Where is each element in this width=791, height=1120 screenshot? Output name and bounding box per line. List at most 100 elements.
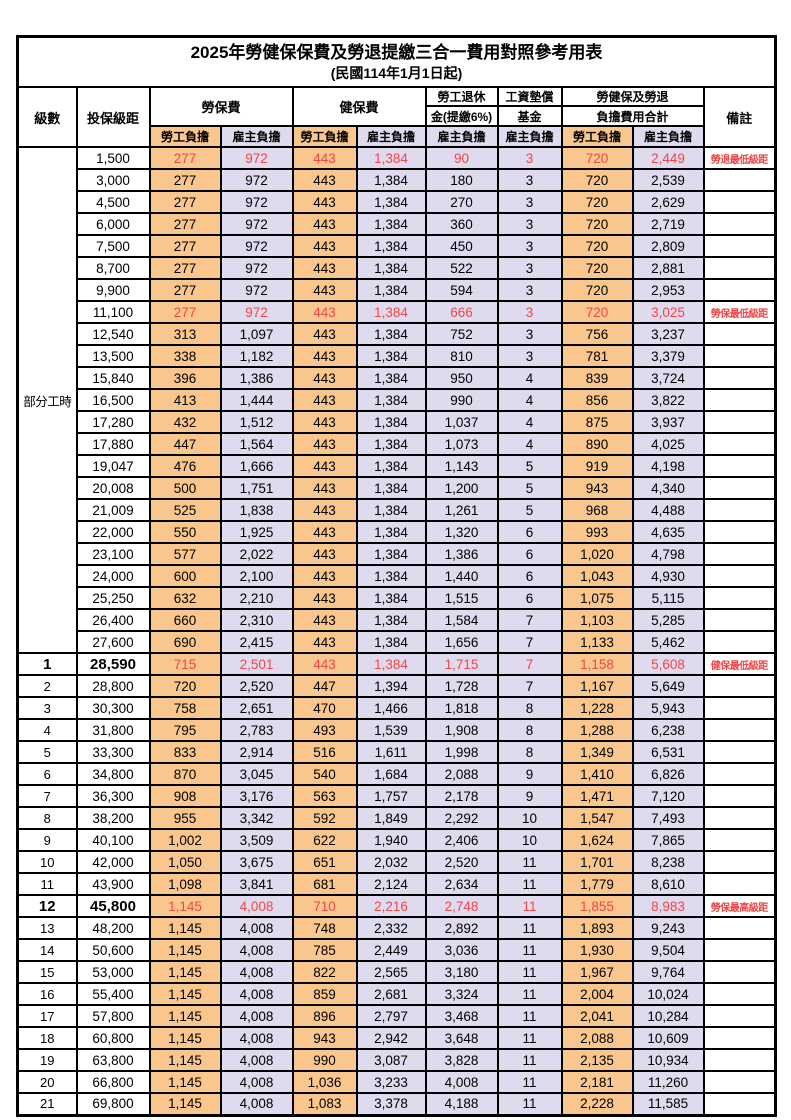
value-cell: 5 <box>496 476 563 500</box>
value-cell: 2,228 <box>560 1092 634 1116</box>
value-cell: 972 <box>219 234 294 258</box>
level-cell: 13 <box>16 916 78 940</box>
page-subtitle: (民國114年1月1日起) <box>330 65 463 82</box>
value-cell: 9,243 <box>631 916 705 940</box>
bracket-cell: 48,200 <box>75 916 151 940</box>
value-cell: 2,041 <box>560 1004 634 1028</box>
level-cell: 8 <box>16 806 78 830</box>
bracket-cell: 3,000 <box>75 168 151 192</box>
remark-cell <box>702 586 777 610</box>
level-cell: 17 <box>16 1004 78 1028</box>
value-cell: 1,925 <box>219 520 294 544</box>
value-cell: 5 <box>496 498 563 522</box>
value-cell: 3,025 <box>631 300 705 324</box>
table-row: 25,250 632 2,210 443 1,384 1,515 6 1,075 5,115 <box>18 586 777 610</box>
remark-cell <box>702 806 777 830</box>
value-cell: 525 <box>148 498 222 522</box>
remark-cell <box>702 344 777 368</box>
value-cell: 11 <box>496 938 563 962</box>
remark-cell <box>702 168 777 192</box>
table-row: 14 50,600 1,145 4,008 785 2,449 3,036 11 1,930 9,… <box>16 938 777 962</box>
value-cell: 1,818 <box>424 696 499 720</box>
value-cell: 1,384 <box>355 212 427 236</box>
col-header-pension-line1: 勞工退休 <box>424 86 499 107</box>
table-row: 15,840 396 1,386 443 1,384 950 4 839 3,724 <box>18 366 777 390</box>
remark-cell <box>702 1026 777 1050</box>
value-cell: 396 <box>148 366 222 390</box>
remark-cell <box>702 366 777 390</box>
table-row: 6 34,800 870 3,045 540 1,684 2,088 9 1,410 6,826 <box>16 762 777 786</box>
value-cell: 822 <box>291 960 358 984</box>
value-cell: 1,386 <box>219 366 294 390</box>
value-cell: 1,020 <box>560 542 634 566</box>
value-cell: 8 <box>496 696 563 720</box>
bracket-cell: 7,500 <box>75 234 151 258</box>
table-row: 13 48,200 1,145 4,008 748 2,332 2,892 11 1,893 9,… <box>16 916 777 940</box>
value-cell: 720 <box>560 234 634 258</box>
remark-cell <box>702 696 777 720</box>
value-cell: 720 <box>560 256 634 280</box>
value-cell: 1,050 <box>148 850 222 874</box>
value-cell: 4,008 <box>219 960 294 984</box>
subheader-total-employer: 雇主負擔 <box>631 125 705 148</box>
value-cell: 1,261 <box>424 498 499 522</box>
value-cell: 1,666 <box>219 454 294 478</box>
value-cell: 1,384 <box>355 520 427 544</box>
value-cell: 3 <box>496 344 563 368</box>
value-cell: 781 <box>560 344 634 368</box>
value-cell: 1,384 <box>355 388 427 412</box>
value-cell: 10,934 <box>631 1048 705 1072</box>
value-cell: 833 <box>148 740 222 764</box>
value-cell: 3 <box>496 234 563 258</box>
value-cell: 2,181 <box>560 1070 634 1094</box>
value-cell: 2,892 <box>424 916 499 940</box>
remark-cell <box>702 190 777 214</box>
value-cell: 3 <box>496 278 563 302</box>
level-cell: 18 <box>16 1026 78 1050</box>
value-cell: 5,115 <box>631 586 705 610</box>
level-cell: 2 <box>16 674 78 698</box>
bracket-cell: 6,000 <box>75 212 151 236</box>
value-cell: 1,384 <box>355 454 427 478</box>
bracket-cell: 63,800 <box>75 1048 151 1072</box>
value-cell: 1,410 <box>560 762 634 786</box>
level-cell: 10 <box>16 850 78 874</box>
value-cell: 313 <box>148 322 222 346</box>
value-cell: 1,855 <box>560 894 634 918</box>
value-cell: 2,332 <box>355 916 427 940</box>
value-cell: 3,379 <box>631 344 705 368</box>
value-cell: 3,087 <box>355 1048 427 1072</box>
value-cell: 3,324 <box>424 982 499 1006</box>
value-cell: 3 <box>496 322 563 346</box>
value-cell: 1,098 <box>148 872 222 896</box>
value-cell: 2,681 <box>355 982 427 1006</box>
value-cell: 2,032 <box>355 850 427 874</box>
table-body: 部分工時 1,500 277 972 443 1,384 90 3 720 2,449 勞退最低級距… <box>16 146 777 1116</box>
value-cell: 522 <box>424 256 499 280</box>
value-cell: 5,943 <box>631 696 705 720</box>
level-cell: 6 <box>16 762 78 786</box>
subheader-health-employer: 雇主負擔 <box>355 125 427 148</box>
value-cell: 2,797 <box>355 1004 427 1028</box>
value-cell: 720 <box>148 674 222 698</box>
value-cell: 1,512 <box>219 410 294 434</box>
table-row: 15 53,000 1,145 4,008 822 2,565 3,180 11 1,967 9,… <box>16 960 777 984</box>
value-cell: 4,008 <box>219 1026 294 1050</box>
table-row: 13,500 338 1,182 443 1,384 810 3 781 3,379 <box>18 344 777 368</box>
value-cell: 950 <box>424 366 499 390</box>
value-cell: 7 <box>496 652 563 676</box>
bracket-cell: 45,800 <box>75 894 151 918</box>
value-cell: 8 <box>496 718 563 742</box>
table-row: 19,047 476 1,666 443 1,384 1,143 5 919 4,198 <box>18 454 777 478</box>
table-row: 6,000 277 972 443 1,384 360 3 720 2,719 <box>18 212 777 236</box>
table-row: 1 28,590 715 2,501 443 1,384 1,715 7 1,158 5,608 健… <box>16 652 777 676</box>
remark-cell <box>702 850 777 874</box>
level-cell: 21 <box>16 1092 78 1116</box>
value-cell: 3,378 <box>355 1092 427 1116</box>
value-cell: 3,509 <box>219 828 294 852</box>
col-header-total-line1: 勞健保及勞退 <box>560 86 705 107</box>
value-cell: 2,216 <box>355 894 427 918</box>
value-cell: 1,384 <box>355 564 427 588</box>
value-cell: 972 <box>219 278 294 302</box>
page-title: 2025年勞健保保費及勞退提繳三合一費用對照參考用表 <box>190 43 603 63</box>
